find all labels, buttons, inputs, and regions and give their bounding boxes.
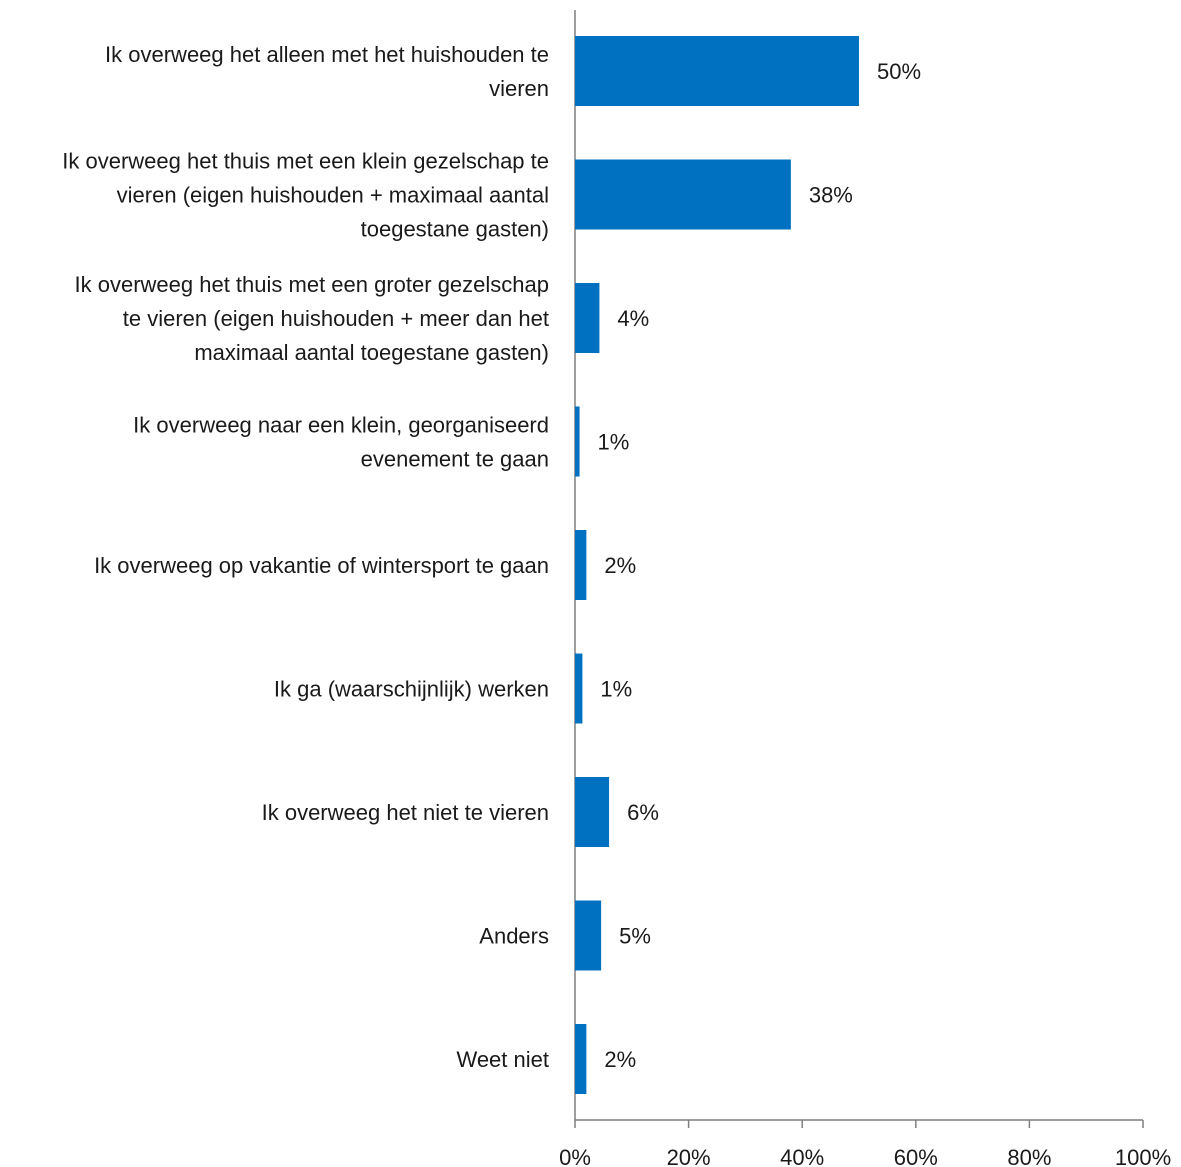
- bar: [575, 777, 610, 847]
- bar-value-label: 2%: [604, 1047, 636, 1072]
- bar: [575, 36, 859, 106]
- bar: [575, 406, 580, 477]
- x-tick-label: 0%: [559, 1145, 591, 1167]
- category-label: Ik ga (waarschijnlijk) werken: [274, 677, 549, 702]
- category-label: Ik overweeg naar een klein, georganiseer…: [133, 413, 549, 438]
- bar-value-label: 4%: [617, 306, 649, 331]
- x-tick-label: 80%: [1007, 1145, 1051, 1167]
- category-label: Weet niet: [456, 1047, 549, 1072]
- bar: [575, 653, 583, 724]
- x-tick-label: 20%: [667, 1145, 711, 1167]
- category-label: te vieren (eigen huishouden + meer dan h…: [123, 306, 549, 331]
- bar-value-label: 1%: [600, 677, 632, 702]
- category-label: toegestane gasten): [361, 217, 549, 242]
- bar: [575, 159, 791, 230]
- category-label: Anders: [479, 924, 549, 949]
- x-tick-label: 100%: [1115, 1145, 1171, 1167]
- category-label: Ik overweeg het thuis met een groter gez…: [75, 272, 550, 297]
- bar-value-label: 38%: [809, 183, 853, 208]
- bar: [575, 283, 600, 353]
- bar: [575, 1024, 587, 1094]
- bar-value-label: 2%: [604, 553, 636, 578]
- x-tick-label: 40%: [780, 1145, 824, 1167]
- category-label: maximaal aantal toegestane gasten): [194, 340, 549, 365]
- bar: [575, 530, 587, 600]
- bar: [575, 900, 602, 971]
- category-label: Ik overweeg op vakantie of wintersport t…: [94, 553, 549, 578]
- bar-value-label: 5%: [619, 924, 651, 949]
- category-label: evenement te gaan: [361, 447, 549, 472]
- bar-value-label: 1%: [598, 430, 630, 455]
- category-label: Ik overweeg het niet te vieren: [262, 800, 549, 825]
- category-label: vieren: [489, 76, 549, 101]
- category-label: Ik overweeg het alleen met het huishoude…: [105, 42, 549, 67]
- x-tick-label: 60%: [894, 1145, 938, 1167]
- category-label: vieren (eigen huishouden + maximaal aant…: [117, 183, 549, 208]
- category-label: Ik overweeg het thuis met een klein geze…: [62, 149, 549, 174]
- bar-value-label: 50%: [877, 59, 921, 84]
- bar-value-label: 6%: [627, 800, 659, 825]
